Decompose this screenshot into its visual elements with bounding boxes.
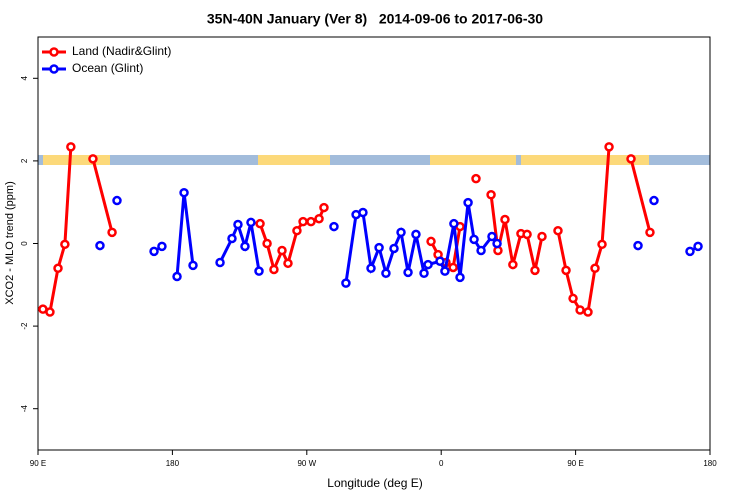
x-tick-label: 90 W	[297, 459, 316, 468]
data-point	[314, 213, 324, 224]
data-point	[604, 142, 614, 152]
data-point	[60, 239, 70, 250]
data-point	[553, 225, 563, 236]
data-point	[500, 214, 510, 225]
data-point	[157, 241, 167, 252]
chart-title: 35N-40N January (Ver 8) 2014-09-06 to 20…	[207, 11, 543, 27]
data-point	[597, 239, 607, 250]
data-point	[448, 262, 458, 273]
data-point	[149, 246, 159, 257]
data-point	[227, 233, 237, 244]
data-point	[298, 216, 308, 227]
data-point	[283, 258, 293, 269]
data-point	[66, 142, 76, 152]
data-point	[693, 241, 703, 252]
data-point	[233, 219, 243, 230]
data-point	[374, 242, 384, 253]
data-point	[341, 278, 351, 288]
legend-label: Land (Nadir&Glint)	[72, 44, 171, 58]
data-point	[492, 238, 502, 249]
x-tick-label: 90 E	[30, 459, 46, 468]
data-point	[487, 231, 497, 242]
data-point	[583, 307, 593, 317]
data-point	[685, 246, 695, 257]
data-point	[240, 241, 250, 252]
x-axis-label: Longitude (deg E)	[327, 476, 422, 490]
data-point	[179, 187, 189, 198]
x-tick-label: 180	[703, 459, 717, 468]
data-point	[568, 293, 578, 304]
data-point	[426, 236, 436, 247]
data-point	[95, 240, 105, 251]
data-point	[645, 227, 655, 238]
data-point	[435, 256, 445, 267]
y-tick-label: 0	[20, 241, 29, 246]
data-point	[45, 307, 55, 317]
y-axis-label: XCO2 - MLO trend (ppm)	[4, 181, 16, 304]
data-point	[537, 231, 547, 242]
data-point	[172, 271, 182, 282]
legend-label: Ocean (Glint)	[72, 61, 143, 75]
data-point	[381, 268, 391, 278]
data-point	[396, 227, 406, 238]
data-point	[590, 263, 600, 274]
ocean-strip	[38, 155, 710, 165]
y-tick-label: -4	[20, 405, 29, 413]
data-point	[575, 305, 585, 315]
data-point	[522, 229, 532, 240]
data-point	[455, 272, 465, 283]
data-point	[246, 217, 256, 228]
land-strip	[43, 155, 110, 165]
legend-marker	[49, 47, 59, 57]
data-point	[440, 266, 450, 276]
y-tick-label: 4	[20, 76, 29, 81]
legend-marker	[49, 64, 59, 74]
data-point	[277, 245, 287, 256]
plot-frame	[37, 36, 711, 451]
data-point	[411, 229, 421, 240]
y-tick-label: 2	[20, 158, 29, 163]
land-ocean-strip	[38, 155, 710, 165]
data-point	[469, 234, 479, 245]
data-point	[633, 240, 643, 251]
data-point	[188, 260, 198, 271]
data-point	[306, 216, 316, 227]
data-point	[107, 227, 117, 238]
data-point	[423, 259, 433, 270]
data-point	[649, 195, 659, 206]
data-point	[463, 197, 473, 208]
data-point	[471, 173, 481, 184]
land-strip	[521, 155, 649, 165]
x-tick-label: 0	[439, 459, 444, 468]
data-point	[262, 238, 272, 249]
data-point	[215, 257, 225, 268]
data-point	[319, 202, 329, 213]
data-point	[254, 266, 264, 276]
data-point	[358, 207, 368, 218]
data-point	[626, 154, 636, 164]
data-point	[530, 265, 540, 276]
land-strip	[258, 155, 330, 165]
data-point	[255, 218, 265, 229]
data-point	[389, 243, 399, 254]
data-point	[329, 221, 339, 232]
data-point	[269, 264, 279, 275]
x-tick-label: 180	[166, 459, 180, 468]
data-point	[403, 267, 413, 278]
data-point	[292, 225, 302, 236]
data-point	[476, 245, 486, 256]
data-point	[112, 195, 122, 206]
data-point	[419, 268, 429, 278]
x-tick-label: 90 E	[567, 459, 583, 468]
land-strip	[430, 155, 516, 165]
data-point	[88, 154, 98, 164]
data-point	[486, 190, 496, 200]
data-point	[508, 259, 518, 270]
y-tick-label: -2	[20, 322, 29, 330]
data-point	[53, 263, 63, 274]
data-point	[449, 218, 459, 229]
data-point	[366, 263, 376, 274]
data-point	[561, 265, 571, 276]
